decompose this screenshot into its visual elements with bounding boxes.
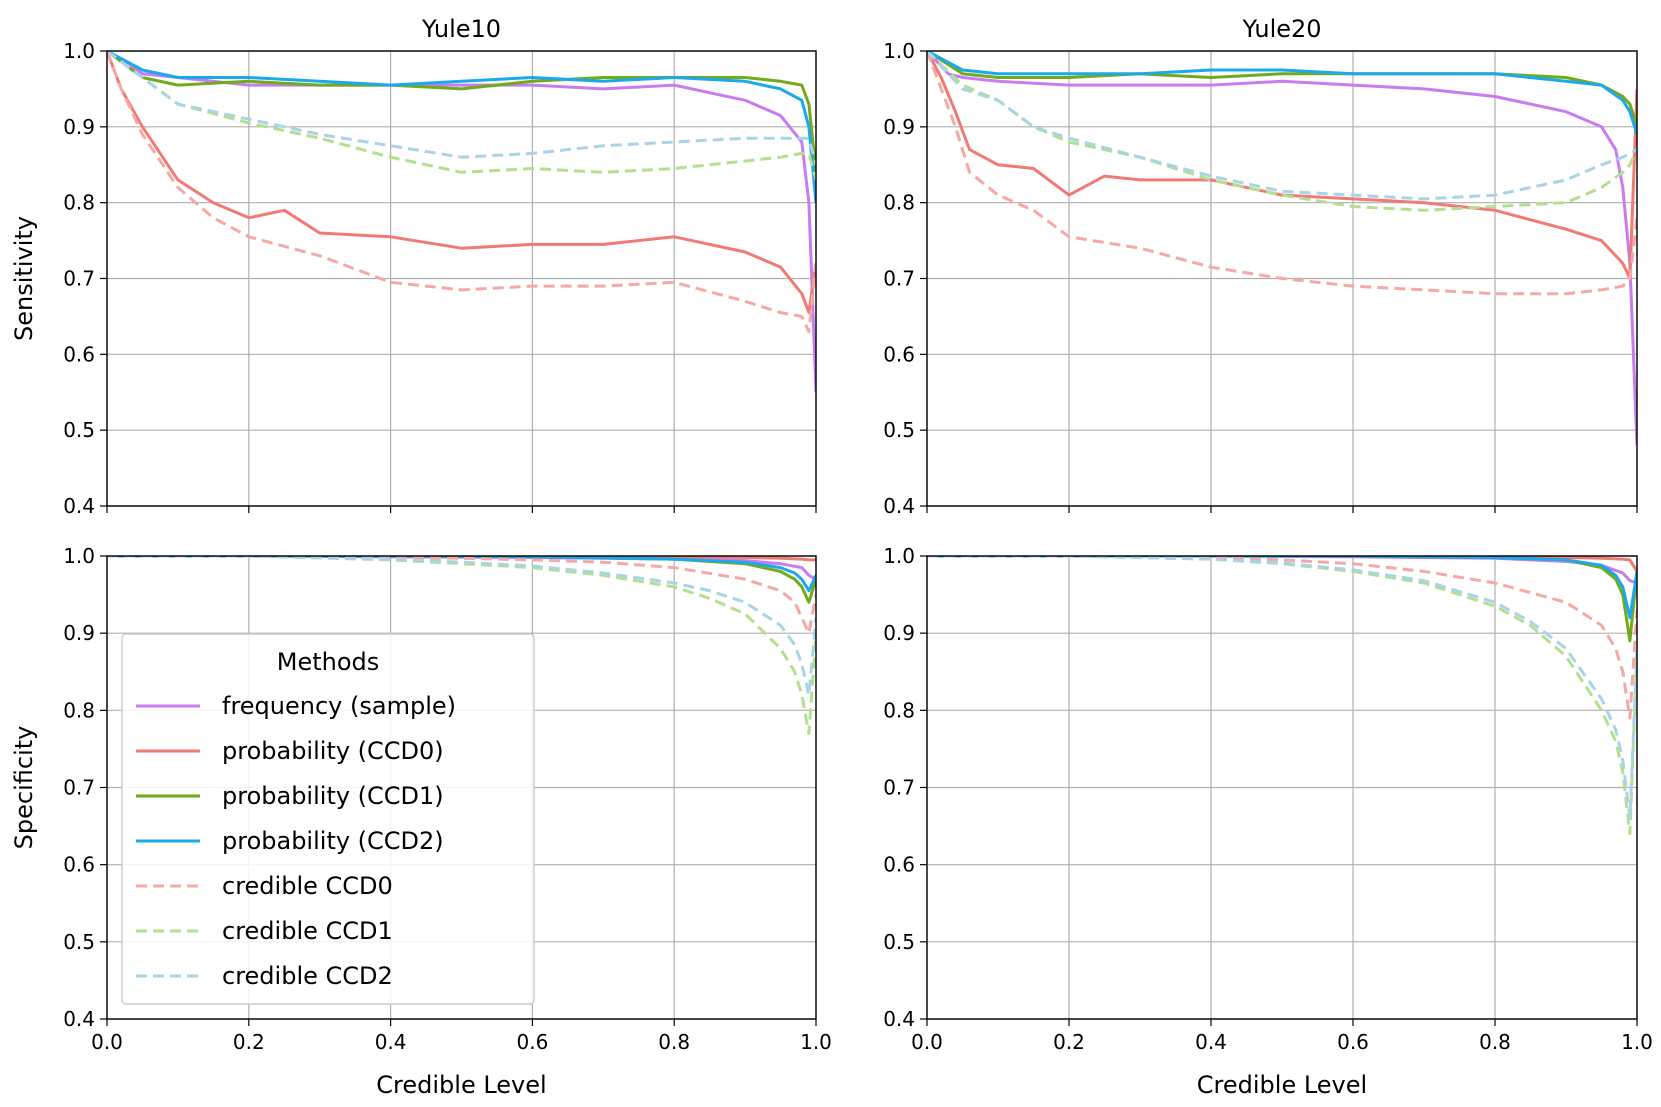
x-tick-label: 0.4	[375, 1030, 407, 1054]
y-tick-label: 0.6	[883, 853, 915, 877]
legend-title: Methods	[277, 648, 380, 676]
series-line-credible-ccd1	[107, 51, 816, 181]
y-tick-label: 0.7	[883, 267, 915, 291]
series-line-frequency-sample	[927, 51, 1637, 446]
legend-entry-label: probability (CCD2)	[222, 827, 444, 855]
chart-title: Yule20	[1241, 15, 1321, 43]
series-line-probability-ccd0	[107, 556, 816, 562]
y-tick-label: 0.8	[883, 191, 915, 215]
y-tick-label: 0.9	[883, 115, 915, 139]
x-tick-label: 1.0	[1621, 1030, 1653, 1054]
legend-entry-label: credible CCD0	[222, 872, 393, 900]
y-tick-label: 0.4	[883, 494, 915, 518]
y-tick-label: 0.9	[63, 115, 95, 139]
chart-title: Yule10	[421, 15, 501, 43]
y-tick-label: 0.6	[883, 342, 915, 366]
y-axis-label: Specificity	[10, 726, 38, 850]
y-tick-label: 0.8	[63, 191, 95, 215]
y-tick-label: 0.7	[883, 776, 915, 800]
x-tick-label: 0.8	[1479, 1030, 1511, 1054]
plot-frame	[926, 50, 1638, 507]
x-tick-label: 0.0	[91, 1030, 123, 1054]
x-tick-label: 0.4	[1195, 1030, 1227, 1054]
series-line-probability-ccd0	[107, 51, 816, 315]
x-tick-label: 0.0	[911, 1030, 943, 1054]
series-line-credible-ccd2	[107, 556, 816, 697]
y-tick-label: 1.0	[63, 39, 95, 63]
series-line-credible-ccd0	[107, 51, 816, 334]
legend-entry-label: frequency (sample)	[222, 692, 456, 720]
y-tick-label: 0.7	[63, 776, 95, 800]
y-tick-label: 0.5	[883, 930, 915, 954]
y-tick-label: 0.7	[63, 267, 95, 291]
y-tick-label: 0.4	[883, 1007, 915, 1031]
series-line-probability-ccd1	[107, 51, 816, 173]
chart-panel-4: 0.0 0.2 0.4 0.6 0.8 1.0 0.4 0.5 0.6 0.7 0.8 0.9 1.0 C…	[883, 544, 1653, 1099]
x-tick-label: 0.2	[1053, 1030, 1085, 1054]
series-line-credible-ccd0	[927, 51, 1637, 296]
y-tick-label: 0.5	[63, 418, 95, 442]
series-line-probability-ccd2	[927, 51, 1637, 135]
y-tick-label: 0.4	[63, 494, 95, 518]
series-line-credible-ccd0	[927, 556, 1637, 720]
x-tick-label: 1.0	[800, 1030, 832, 1054]
y-tick-label: 0.6	[63, 853, 95, 877]
series-line-probability-ccd2	[107, 51, 816, 203]
y-tick-label: 0.9	[63, 621, 95, 645]
x-tick-label: 0.2	[233, 1030, 265, 1054]
y-tick-label: 0.8	[883, 698, 915, 722]
x-tick-label: 0.6	[516, 1030, 548, 1054]
y-axis-label: Sensitivity	[10, 216, 38, 341]
series-line-probability-ccd0	[927, 51, 1637, 280]
legend-entry-label: credible CCD2	[222, 962, 393, 990]
x-axis-label: Credible Level	[1197, 1071, 1367, 1099]
x-tick-label: 0.6	[1337, 1030, 1369, 1054]
series-line-probability-ccd2	[927, 556, 1637, 620]
y-tick-label: 1.0	[883, 39, 915, 63]
y-tick-label: 0.8	[63, 698, 95, 722]
series-line-frequency-sample	[107, 51, 816, 393]
plot-frame	[106, 555, 817, 1020]
series-line-credible-ccd2	[107, 51, 816, 166]
series-line-credible-ccd1	[927, 556, 1637, 836]
plot-frame	[106, 50, 817, 507]
x-axis-label: Credible Level	[376, 1071, 546, 1099]
series-line-probability-ccd2	[107, 556, 816, 593]
y-tick-label: 0.5	[883, 418, 915, 442]
chart-panel-2: 0.4 0.5 0.6 0.7 0.8 0.9 1.0 Yule20	[883, 15, 1638, 518]
legend-entry-label: probability (CCD1)	[222, 782, 444, 810]
legend-entry-label: probability (CCD0)	[222, 737, 444, 765]
series-line-credible-ccd2	[927, 51, 1637, 201]
y-tick-label: 1.0	[883, 544, 915, 568]
series-line-probability-ccd1	[107, 556, 816, 604]
y-tick-label: 0.9	[883, 621, 915, 645]
series-line-credible-ccd0	[107, 556, 816, 635]
y-tick-label: 0.5	[63, 930, 95, 954]
series-line-credible-ccd2	[927, 556, 1637, 820]
y-tick-label: 0.4	[63, 1007, 95, 1031]
legend-box	[121, 633, 535, 1005]
legend-entry-label: credible CCD1	[222, 917, 393, 945]
y-tick-label: 0.6	[63, 342, 95, 366]
series-line-probability-ccd1	[927, 556, 1637, 643]
series-line-probability-ccd1	[927, 51, 1637, 128]
y-tick-label: 1.0	[63, 544, 95, 568]
chart-panel-1: 0.4 0.5 0.6 0.7 0.8 0.9 1.0 Yule10 Sensitivity	[10, 15, 817, 518]
plot-frame	[926, 555, 1638, 1020]
legend: Methods frequency (sample) probability (CC…	[121, 633, 535, 1005]
series-line-probability-ccd0	[927, 556, 1637, 573]
x-tick-label: 0.8	[658, 1030, 690, 1054]
